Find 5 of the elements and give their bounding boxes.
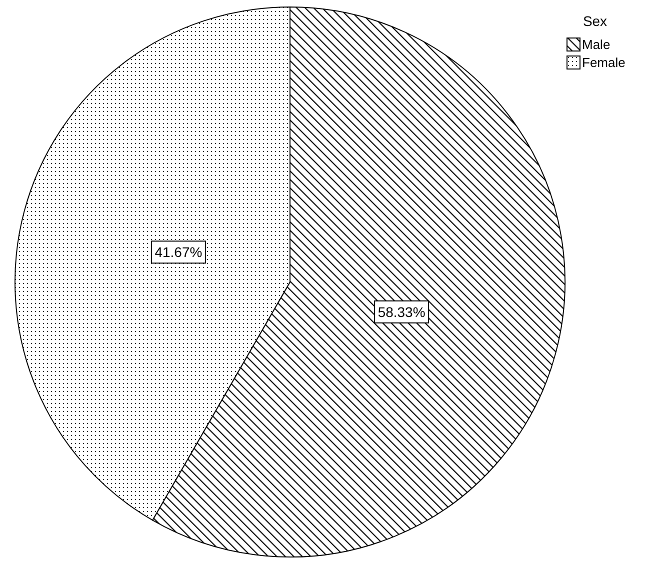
legend-title: Sex xyxy=(582,13,608,29)
data-label: 41.67% xyxy=(154,244,202,260)
data-label: 58.33% xyxy=(378,304,426,320)
legend-label: Female xyxy=(582,55,626,70)
legend-label: Male xyxy=(582,37,610,52)
